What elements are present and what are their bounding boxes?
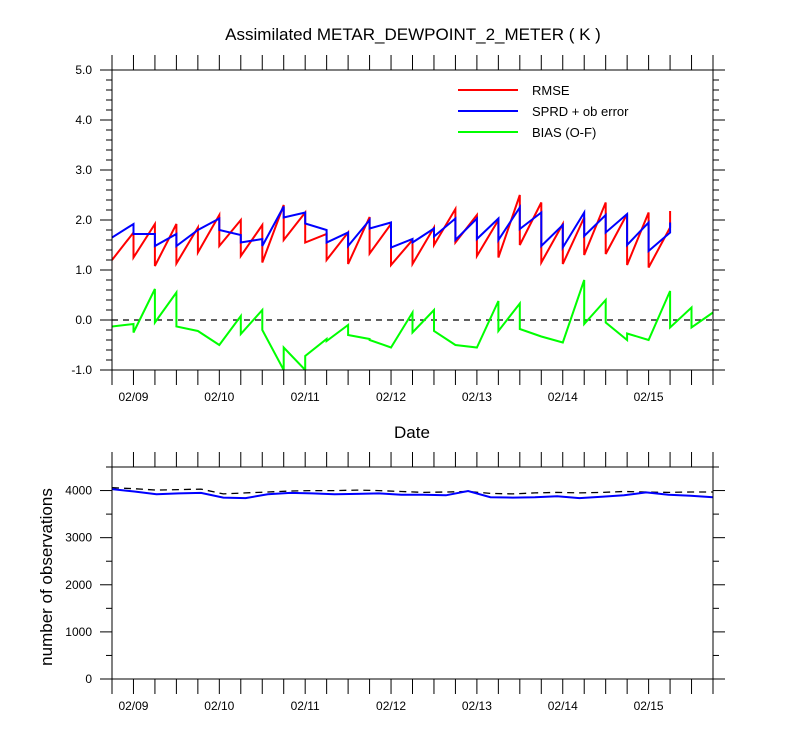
y-tick-label: 5.0 (75, 63, 92, 77)
x-tick-label: 02/09 (118, 699, 148, 713)
x-tick-label: 02/10 (204, 390, 234, 404)
series-line-sprd-ob-error (112, 204, 672, 254)
obs-count-line-dashed (111, 487, 713, 495)
x-tick-label: 02/12 (376, 390, 406, 404)
x-tick-label: 02/13 (462, 390, 492, 404)
y-tick-label: 2.0 (75, 213, 92, 227)
y-tick-label: 0.0 (75, 313, 92, 327)
bottom-plot-frame (111, 466, 714, 680)
chart-title: Assimilated METAR_DEWPOINT_2_METER ( K ) (225, 25, 601, 44)
y-tick-label: 4.0 (75, 113, 92, 127)
legend-label: SPRD + ob error (532, 104, 629, 119)
y-tick-label: 3.0 (75, 163, 92, 177)
bottom-plot: 02/09 02/10 02/11 02/12 02/13 02/14 02/15 4000 3… (65, 452, 725, 713)
legend-label: RMSE (532, 83, 570, 98)
y-tick-label: 0 (85, 672, 92, 686)
x-tick-label: 02/15 (634, 390, 664, 404)
top-series-layer (112, 194, 713, 370)
x-tick-label: 02/10 (204, 699, 234, 713)
bottom-grid-layer: 02/09 02/10 02/11 02/12 02/13 02/14 02/15 4000 3… (65, 452, 725, 713)
x-axis-title: Date (394, 423, 430, 442)
x-tick-label: 02/11 (291, 390, 320, 404)
x-tick-label: 02/11 (291, 699, 320, 713)
bottom-series-layer (111, 487, 714, 500)
y-tick-label: -1.0 (71, 363, 92, 377)
y-tick-label: 1000 (65, 625, 92, 639)
obs-count-line (111, 488, 714, 500)
x-tick-label: 02/15 (634, 699, 664, 713)
x-tick-label: 02/09 (118, 390, 148, 404)
series-line-bias-o-f (112, 279, 713, 370)
y-tick-label: 4000 (65, 484, 92, 498)
top-plot: 02/09 02/10 02/11 02/12 02/13 02/14 02/15 5.0 4.… (71, 55, 725, 404)
y-tick-label: 2000 (65, 578, 92, 592)
x-tick-label: 02/13 (462, 699, 492, 713)
x-tick-label: 02/14 (548, 390, 578, 404)
y-axis-title-bottom: number of observations (37, 488, 56, 666)
legend-label: BIAS (O-F) (532, 125, 596, 140)
x-tick-label: 02/12 (376, 699, 406, 713)
y-tick-label: 3000 (65, 531, 92, 545)
x-tick-label: 02/14 (548, 699, 578, 713)
legend: RMSE SPRD + ob error BIAS (O-F) (458, 83, 629, 140)
top-plot-frame (111, 69, 714, 371)
top-grid-layer: 02/09 02/10 02/11 02/12 02/13 02/14 02/15 5.0 4.… (71, 55, 725, 404)
y-tick-label: 1.0 (75, 263, 92, 277)
